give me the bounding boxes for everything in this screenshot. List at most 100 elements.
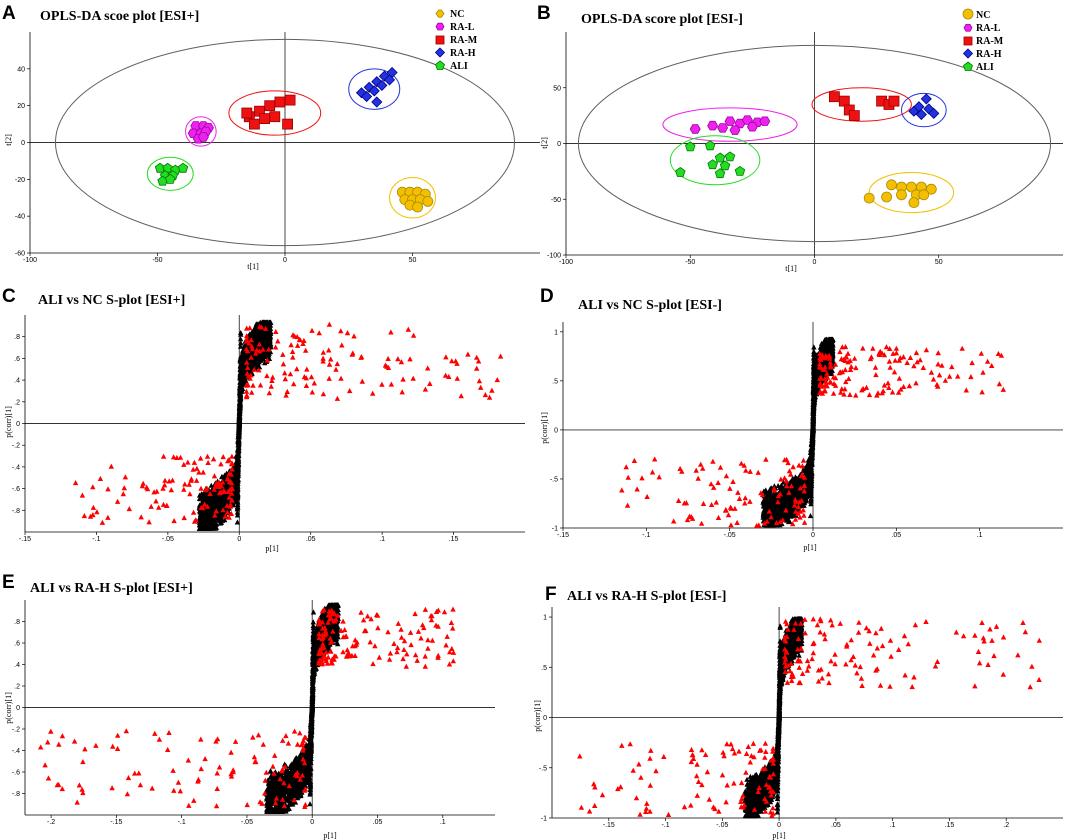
significant-variable-point: [410, 332, 417, 338]
group-ellipse-ali: [669, 135, 761, 186]
significant-variable-point: [351, 333, 357, 339]
group-ellipse-ra-h: [900, 92, 947, 128]
significant-variable-point: [265, 346, 272, 352]
significant-variable-point: [187, 491, 193, 497]
significant-variable-point: [193, 477, 200, 483]
legend-marker-ra-l: [963, 23, 973, 32]
legend-a: NC RA-L RA-M RA-H ALI: [434, 9, 478, 72]
data-point-ra-l: [724, 116, 736, 126]
variable-point: [251, 326, 258, 332]
significant-variable-point: [156, 504, 162, 510]
panel-title-c: ALI vs NC S-plot [ESI+]: [38, 293, 185, 308]
significant-variable-point: [269, 377, 275, 383]
variable-point: [255, 361, 261, 367]
variable-point: [237, 363, 244, 369]
significant-variable-point: [478, 384, 484, 390]
data-point-ra-m: [282, 118, 294, 130]
significant-variable-point: [410, 375, 416, 381]
legend-item-nc: NC: [435, 9, 464, 20]
significant-variable-point: [385, 355, 391, 361]
significant-variable-point: [296, 336, 303, 342]
legend-marker-ra-m: [435, 35, 445, 45]
significant-variable-point: [476, 378, 483, 384]
x-tick-label: 0: [237, 536, 241, 543]
data-point-ra-m: [264, 100, 276, 112]
significant-variable-point: [287, 371, 294, 377]
significant-variable-point: [122, 474, 129, 480]
data-point-ra-m: [829, 91, 840, 103]
variable-point: [235, 456, 242, 462]
legend-marker-nc: [962, 8, 974, 20]
legend-marker-nc: [435, 9, 445, 18]
significant-variable-point: [475, 358, 482, 364]
data-point-ra-m: [284, 94, 296, 106]
significant-variable-point: [203, 487, 209, 493]
variable-point: [221, 501, 227, 507]
data-point-ali: [165, 173, 176, 184]
legend-label-ali: ALI: [450, 61, 468, 72]
significant-variable-point: [303, 347, 309, 353]
significant-variable-point: [162, 477, 168, 483]
variable-point: [235, 436, 241, 442]
significant-variable-point: [244, 336, 250, 342]
variable-point: [237, 379, 243, 385]
significant-variable-point: [282, 370, 288, 376]
significant-variable-point: [289, 348, 296, 354]
significant-variable-point: [216, 490, 223, 496]
significant-variable-point: [338, 328, 344, 334]
significant-variable-point: [174, 454, 180, 460]
variable-point: [811, 344, 817, 350]
variable-point: [204, 492, 211, 498]
significant-variable-point: [224, 509, 231, 515]
significant-variable-point: [272, 344, 279, 350]
panel-title-a: OPLS-DA scoe plot [ESI+]: [40, 9, 199, 24]
x-tick-label: 50: [409, 257, 417, 264]
significant-variable-point: [266, 390, 272, 396]
legend-marker-ra-h: [434, 47, 446, 58]
significant-variable-point: [282, 376, 288, 382]
data-point-ra-h: [920, 93, 932, 105]
significant-variable-point: [294, 366, 300, 372]
significant-variable-point: [126, 506, 132, 512]
variable-point: [206, 517, 213, 523]
variable-point: [260, 356, 267, 362]
panel-letter-b: B: [537, 3, 551, 24]
significant-variable-point: [120, 491, 126, 497]
variable-point: [210, 507, 216, 513]
y-tick-label: -.5: [550, 476, 558, 483]
variable-point: [236, 431, 242, 437]
data-point-ra-m: [269, 111, 281, 123]
significant-variable-point: [290, 354, 296, 360]
legend-item-ra-l: RA-L: [435, 22, 475, 33]
variable-point: [235, 459, 242, 465]
significant-variable-point: [194, 465, 200, 471]
y-tick-label: -.8: [12, 508, 20, 515]
data-point-ra-m: [848, 110, 860, 121]
significant-variable-point: [188, 476, 195, 482]
y-tick-label: 50: [553, 85, 561, 92]
variable-point: [234, 509, 241, 515]
x-tick-label: .1: [977, 532, 983, 539]
variable-point: [237, 370, 243, 376]
hotelling-t2-ellipse: [577, 44, 1052, 243]
significant-variable-point: [114, 498, 121, 504]
significant-variable-point: [474, 354, 480, 360]
variable-point: [218, 511, 224, 517]
legend-b: NC RA-L RA-M RA-H ALI: [962, 8, 1004, 73]
significant-variable-point: [244, 392, 250, 398]
significant-variable-point: [247, 375, 253, 381]
x-tick-label: 50: [935, 259, 943, 266]
variable-point: [235, 440, 242, 446]
significant-variable-point: [138, 514, 144, 520]
variable-point: [237, 392, 243, 398]
variable-point: [237, 336, 244, 342]
significant-variable-point: [344, 330, 351, 336]
y-axis-label-c: p(corr)[1]: [4, 406, 13, 438]
data-point-ra-l: [197, 132, 209, 142]
significant-variable-point: [244, 364, 251, 370]
significant-variable-point: [303, 375, 309, 381]
significant-variable-point: [251, 366, 257, 372]
variable-point: [204, 495, 210, 501]
variable-point: [209, 510, 215, 516]
